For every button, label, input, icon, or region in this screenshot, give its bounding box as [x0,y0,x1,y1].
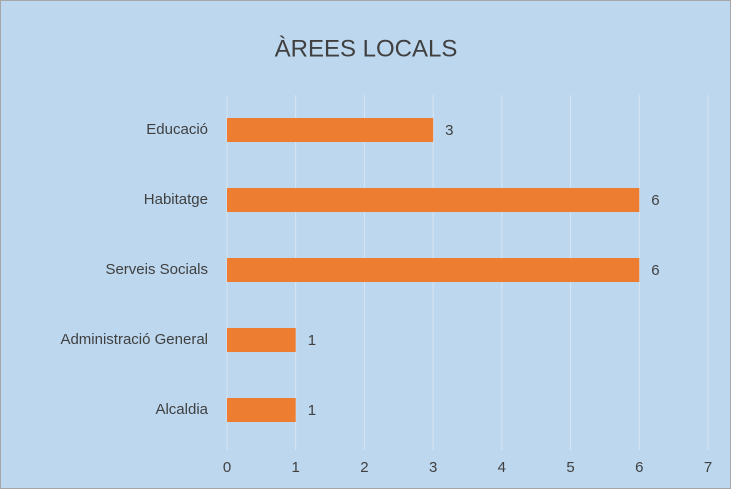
x-tick-label: 2 [360,459,368,476]
y-tick-label: Educació [146,121,208,138]
y-tick-label: Administració General [60,331,208,348]
data-label: 1 [308,402,316,419]
data-label: 6 [651,192,659,209]
x-tick-label: 7 [704,459,712,476]
y-tick-label: Habitatge [144,191,208,208]
bar [227,118,434,142]
x-tick-label: 6 [635,459,643,476]
data-label: 3 [445,122,453,139]
chart-title: ÀREES LOCALS [275,35,458,62]
data-label: 1 [308,332,316,349]
x-tick-label: 5 [566,459,574,476]
data-label: 6 [651,262,659,279]
y-tick-label: Serveis Socials [105,261,208,278]
bar [227,398,296,422]
x-tick-label: 0 [223,459,231,476]
x-tick-label: 4 [498,459,506,476]
bar [227,328,296,352]
bar [227,188,640,212]
x-tick-label: 3 [429,459,437,476]
x-tick-label: 1 [292,459,300,476]
bar [227,258,640,282]
y-tick-label: Alcaldia [155,401,208,418]
